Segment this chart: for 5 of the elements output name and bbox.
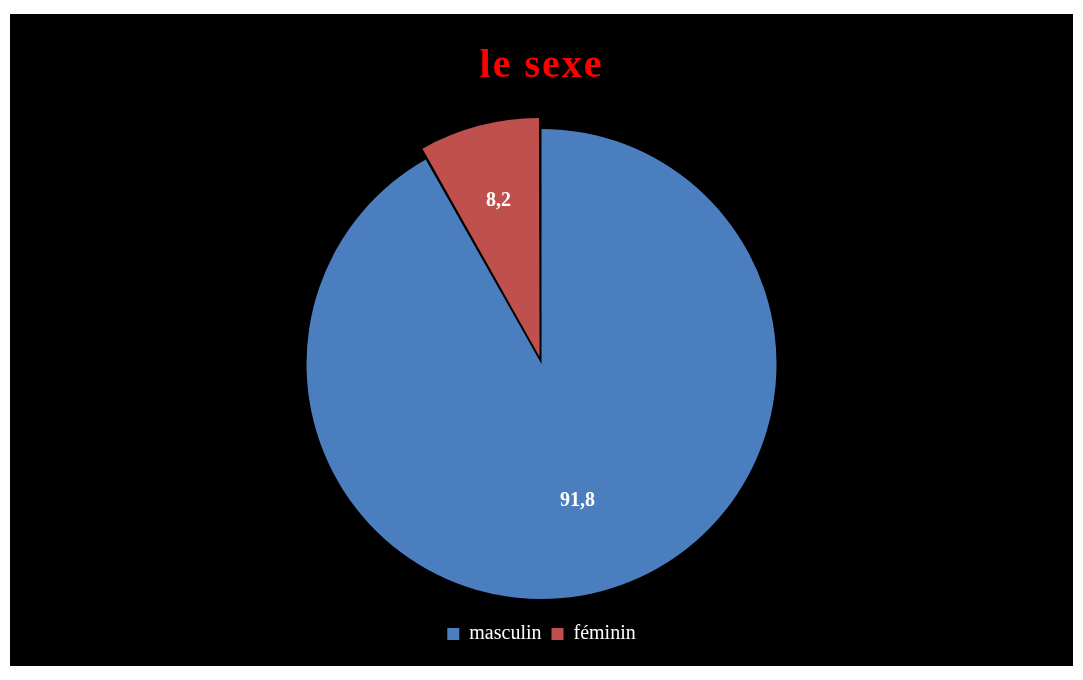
data-label: 8,2 (485, 187, 511, 210)
data-label: 91,8 (559, 487, 595, 510)
legend-label: masculin (469, 621, 542, 644)
legend-label: féminin (573, 621, 636, 644)
chart-title: le sexe (478, 40, 605, 87)
